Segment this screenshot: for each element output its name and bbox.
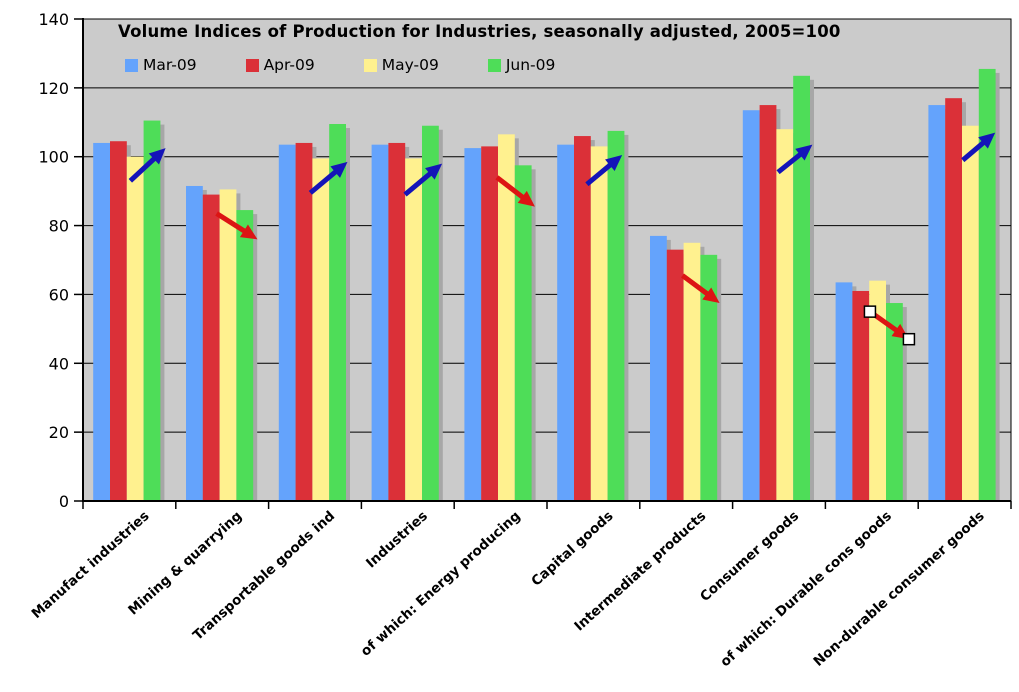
trend-arrow-up-cat6[interactable] <box>585 154 623 187</box>
y-tick-label: 120 <box>38 79 69 98</box>
x-axis-label: Consumer goods <box>697 508 802 605</box>
arrow-shaft <box>215 211 247 234</box>
legend-label: Apr-09 <box>263 56 315 74</box>
chart-title: Volume Indices of Production for Industr… <box>118 22 841 41</box>
bar-may-09-cat1[interactable] <box>126 156 144 501</box>
arrow-shaft <box>308 168 339 195</box>
bar-may-09-cat5[interactable] <box>498 134 515 502</box>
trend-arrow-down-cat5[interactable] <box>495 175 535 207</box>
trend-arrow-up-cat1[interactable] <box>128 148 166 183</box>
trend-arrow-down-cat2[interactable] <box>215 211 258 240</box>
bar-may-09-cat8[interactable] <box>776 129 794 501</box>
legend-label: May-09 <box>381 56 439 74</box>
y-tick-label: 140 <box>38 10 69 29</box>
bar-jun-09-cat7[interactable] <box>700 254 718 501</box>
bar-jun-09-cat3[interactable] <box>329 124 346 501</box>
bar-apr-09-cat10[interactable] <box>945 98 962 501</box>
bar-apr-09-cat3[interactable] <box>295 142 313 501</box>
bar-mar-09-cat1[interactable] <box>93 142 110 501</box>
arrow-shaft <box>776 151 804 175</box>
bar-may-09-cat4[interactable] <box>405 158 422 501</box>
x-axis-label: Capital goods <box>528 508 616 590</box>
arrow-head <box>702 287 720 304</box>
legend-label: Jun-09 <box>505 56 556 74</box>
bar-jun-09-cat9[interactable] <box>886 303 903 501</box>
trend-arrow-up-cat8[interactable] <box>776 144 813 175</box>
legend-swatch-apr-09 <box>245 58 259 72</box>
arrow-head <box>148 148 166 165</box>
bar-mar-09-cat6[interactable] <box>557 144 574 501</box>
trend-arrow-down-cat7[interactable] <box>680 273 720 304</box>
legend-label: Mar-09 <box>143 56 197 74</box>
arrow-shaft <box>128 155 158 183</box>
legend-swatch-may-09 <box>363 58 377 72</box>
trend-arrow-up-cat4[interactable] <box>403 163 443 197</box>
arrow-shaft <box>495 175 526 201</box>
bar-may-09-cat6[interactable] <box>590 146 608 501</box>
trend-arrow-up-cat10[interactable] <box>961 132 996 163</box>
x-axis-label: of which: Durable cons goods <box>717 508 895 670</box>
bar-may-09-cat2[interactable] <box>219 189 237 501</box>
bar-mar-09-cat10[interactable] <box>928 105 946 502</box>
bar-jun-09-cat4[interactable] <box>422 125 439 501</box>
bar-mar-09-cat3[interactable] <box>278 144 296 501</box>
legend-item-mar-09: Mar-09 <box>125 56 197 74</box>
trend-arrow-up-cat3[interactable] <box>308 161 348 195</box>
x-axis-label: of which: Energy producing <box>358 508 524 660</box>
legend-item-apr-09: Apr-09 <box>245 56 315 74</box>
bar-may-09-cat10[interactable] <box>962 125 979 501</box>
x-axis-label: Industries <box>363 508 431 571</box>
bar-may-09-cat3[interactable] <box>312 158 330 501</box>
bar-mar-09-cat4[interactable] <box>371 144 389 501</box>
bar-apr-09-cat4[interactable] <box>388 142 406 501</box>
selection-handle[interactable] <box>863 305 877 318</box>
bar-mar-09-cat9[interactable] <box>835 282 853 501</box>
arrow-shaft <box>961 139 987 163</box>
y-tick-label: 100 <box>38 148 69 167</box>
y-tick-label: 20 <box>49 423 69 442</box>
arrow-head <box>239 224 258 240</box>
arrow-shaft <box>680 273 710 297</box>
bar-apr-09-cat8[interactable] <box>759 105 777 502</box>
legend-item-jun-09: Jun-09 <box>487 56 556 74</box>
arrow-shaft <box>585 162 613 187</box>
bar-may-09-cat9[interactable] <box>869 280 886 501</box>
bar-apr-09-cat1[interactable] <box>110 141 127 501</box>
bar-apr-09-cat9[interactable] <box>852 290 870 501</box>
selection-handle[interactable] <box>902 332 916 346</box>
bar-apr-09-cat5[interactable] <box>481 146 498 501</box>
y-tick-label: 60 <box>49 285 69 304</box>
legend-swatch-mar-09 <box>125 58 138 72</box>
x-axis-label: Non-durable consumer goods <box>811 508 988 670</box>
arrow-head <box>330 161 348 178</box>
y-tick-label: 80 <box>49 217 69 236</box>
bar-mar-09-cat7[interactable] <box>650 235 667 501</box>
bar-mar-09-cat8[interactable] <box>742 110 760 501</box>
bar-mar-09-cat2[interactable] <box>186 185 203 501</box>
bar-apr-09-cat7[interactable] <box>666 249 684 501</box>
arrow-head <box>978 132 996 149</box>
arrow-head <box>517 190 535 207</box>
legend-swatch-jun-09 <box>487 58 501 72</box>
legend-item-may-09: May-09 <box>363 56 439 74</box>
bar-jun-09-cat6[interactable] <box>607 130 625 501</box>
bar-jun-09-cat5[interactable] <box>514 165 532 502</box>
y-tick-label: 0 <box>59 492 69 511</box>
arrow-shaft <box>403 170 433 197</box>
arrow-head <box>425 163 443 180</box>
bar-apr-09-cat2[interactable] <box>202 194 220 502</box>
arrow-head <box>605 154 623 171</box>
bar-jun-09-cat2[interactable] <box>236 210 254 502</box>
arrow-head <box>795 144 813 161</box>
y-tick-label: 40 <box>49 354 69 373</box>
bar-jun-09-cat8[interactable] <box>793 75 810 502</box>
bar-mar-09-cat5[interactable] <box>464 148 482 501</box>
bar-jun-09-cat1[interactable] <box>143 120 161 502</box>
chart-legend: Mar-09 Apr-09 May-09 Jun-09 <box>125 56 555 74</box>
bar-jun-09-cat10[interactable] <box>978 68 996 502</box>
bar-apr-09-cat6[interactable] <box>574 136 591 502</box>
bar-may-09-cat7[interactable] <box>683 242 701 502</box>
